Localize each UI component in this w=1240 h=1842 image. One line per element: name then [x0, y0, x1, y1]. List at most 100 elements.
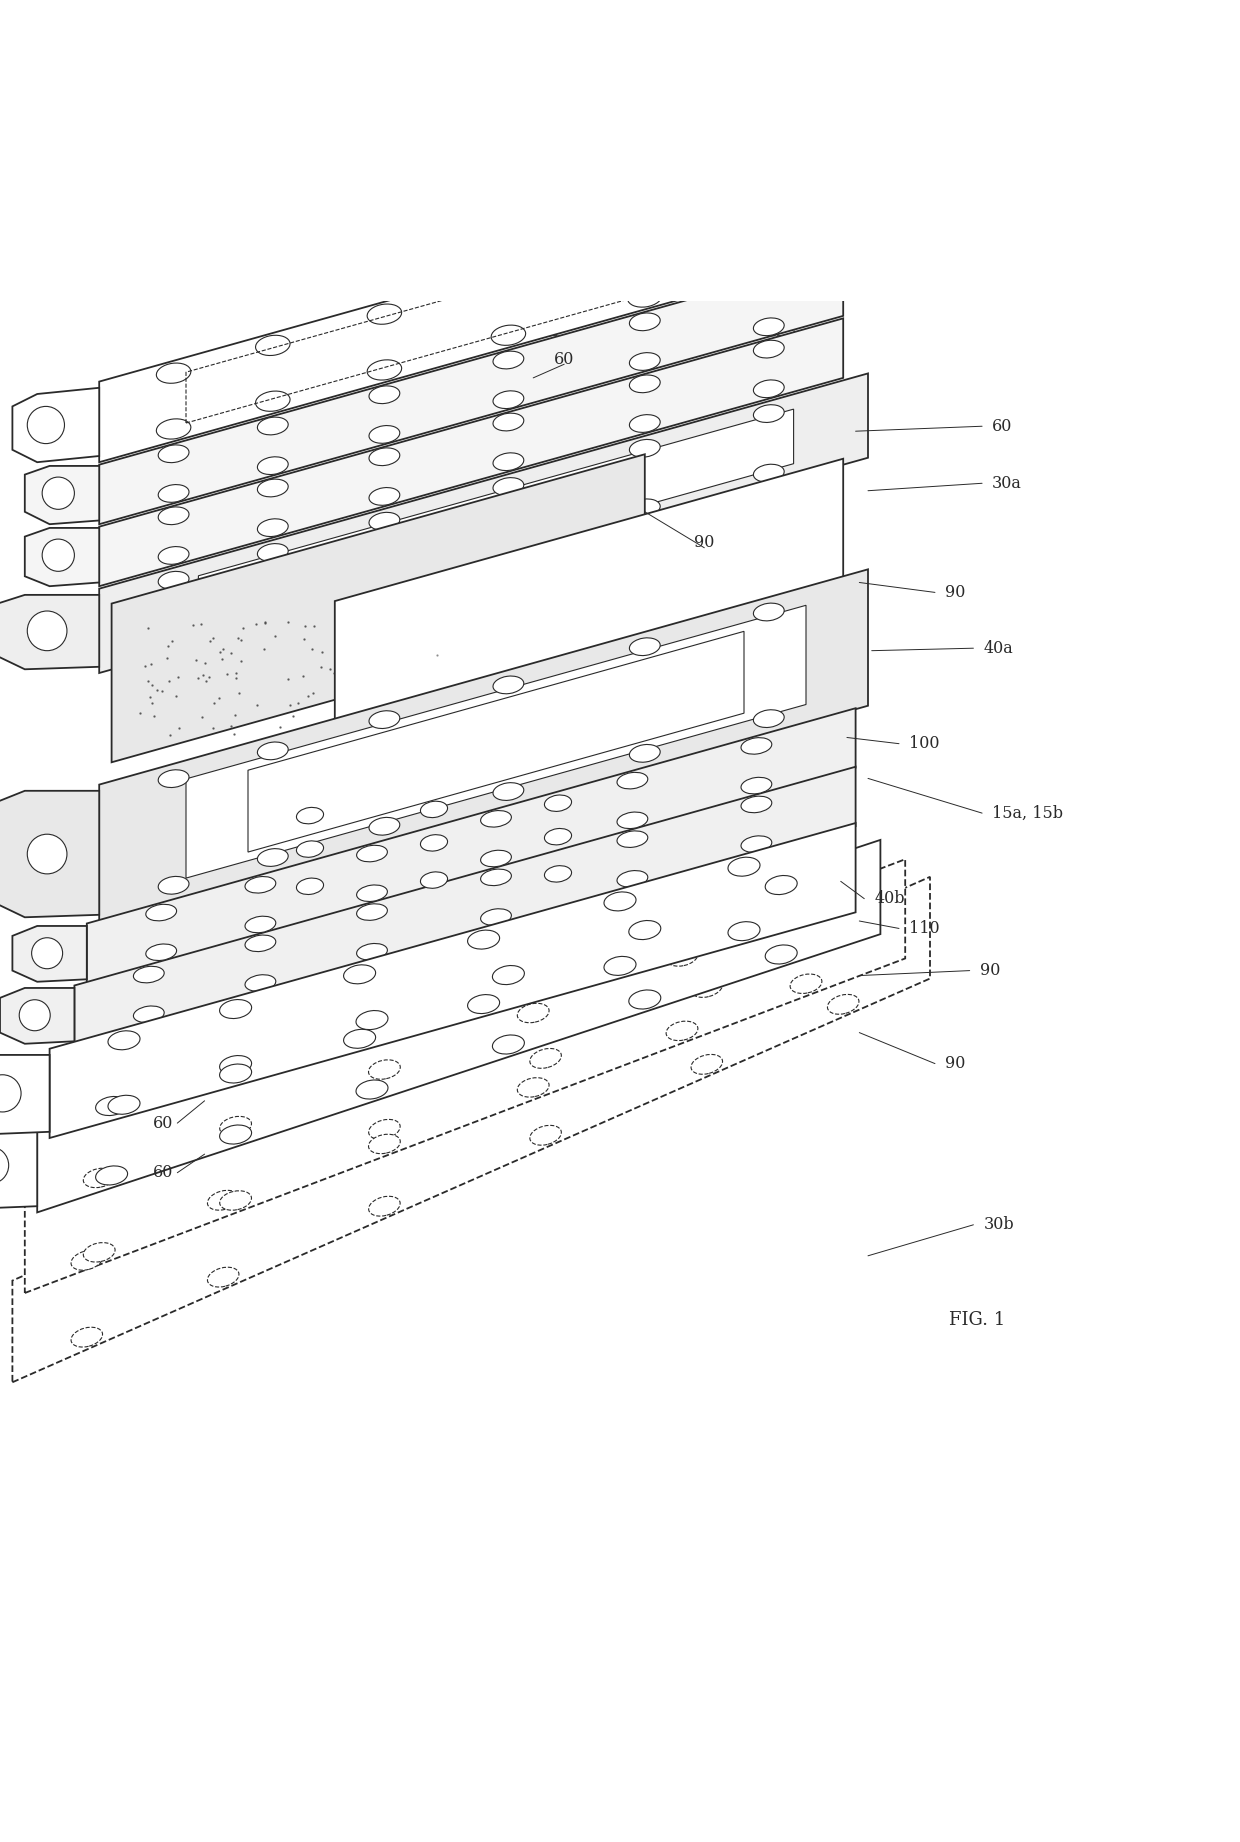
Ellipse shape [159, 632, 188, 648]
Text: 90: 90 [945, 1055, 965, 1072]
Ellipse shape [95, 1166, 128, 1184]
Point [516, 656, 536, 685]
Ellipse shape [529, 1125, 562, 1146]
Polygon shape [99, 256, 843, 525]
Ellipse shape [246, 974, 275, 991]
Ellipse shape [627, 287, 662, 308]
Ellipse shape [481, 810, 511, 827]
Ellipse shape [370, 488, 399, 505]
Ellipse shape [517, 1078, 549, 1098]
Ellipse shape [159, 484, 188, 503]
Polygon shape [12, 389, 99, 462]
Ellipse shape [83, 1243, 115, 1262]
Ellipse shape [604, 956, 636, 976]
Point [210, 637, 229, 667]
Ellipse shape [0, 1074, 21, 1113]
Point [728, 705, 748, 735]
Point [192, 702, 212, 731]
Point [513, 726, 533, 755]
Ellipse shape [367, 304, 402, 324]
Point [624, 683, 644, 713]
Polygon shape [37, 840, 880, 1212]
Ellipse shape [630, 440, 660, 457]
Point [761, 659, 781, 689]
Point [464, 696, 484, 726]
Point [232, 624, 252, 654]
Point [311, 652, 331, 682]
Ellipse shape [296, 842, 324, 857]
Point [278, 665, 298, 694]
Ellipse shape [629, 921, 661, 939]
Point [765, 748, 785, 777]
Point [303, 634, 322, 663]
Point [200, 661, 219, 691]
Point [162, 626, 182, 656]
Text: 90: 90 [945, 584, 965, 600]
Text: 60: 60 [992, 418, 1012, 435]
Ellipse shape [491, 269, 526, 289]
Point [632, 669, 652, 698]
Point [640, 691, 660, 720]
Ellipse shape [666, 1020, 698, 1041]
Ellipse shape [618, 812, 647, 829]
Ellipse shape [219, 1055, 252, 1074]
Ellipse shape [754, 602, 784, 621]
Ellipse shape [368, 1135, 401, 1153]
Point [166, 682, 186, 711]
Ellipse shape [630, 414, 660, 433]
Ellipse shape [356, 1079, 388, 1100]
Point [337, 619, 357, 648]
Text: 60: 60 [154, 1114, 174, 1131]
Ellipse shape [108, 1096, 140, 1114]
Point [432, 746, 451, 775]
Ellipse shape [156, 418, 191, 438]
Point [614, 641, 634, 670]
Ellipse shape [42, 477, 74, 510]
Point [246, 610, 265, 639]
Polygon shape [99, 374, 868, 672]
Ellipse shape [765, 875, 797, 895]
Point [191, 610, 211, 639]
Point [233, 613, 253, 643]
Point [740, 705, 760, 735]
Ellipse shape [494, 477, 523, 495]
Ellipse shape [0, 1148, 9, 1184]
Ellipse shape [742, 777, 771, 794]
Ellipse shape [370, 512, 399, 530]
Point [226, 700, 246, 729]
Point [151, 676, 171, 705]
Point [324, 658, 343, 687]
Ellipse shape [618, 871, 647, 888]
Point [130, 698, 150, 728]
Text: 90: 90 [980, 962, 999, 980]
Point [596, 707, 616, 737]
Point [203, 713, 223, 742]
Point [159, 632, 179, 661]
Point [138, 667, 157, 696]
Ellipse shape [357, 845, 387, 862]
Ellipse shape [258, 519, 288, 536]
Ellipse shape [246, 877, 275, 893]
Point [513, 724, 533, 753]
Point [427, 641, 446, 670]
Ellipse shape [219, 1116, 252, 1137]
Point [575, 722, 595, 752]
Ellipse shape [691, 1054, 723, 1074]
Ellipse shape [370, 571, 399, 589]
Ellipse shape [357, 904, 387, 921]
Point [196, 665, 216, 694]
Text: 60: 60 [154, 1164, 174, 1181]
Ellipse shape [629, 989, 661, 1009]
Point [594, 658, 614, 687]
Point [686, 724, 706, 753]
Text: 40a: 40a [983, 639, 1013, 658]
Ellipse shape [368, 1120, 401, 1138]
Ellipse shape [258, 849, 288, 866]
Text: 60: 60 [554, 350, 574, 368]
Polygon shape [74, 766, 856, 1044]
Ellipse shape [134, 967, 164, 984]
Ellipse shape [368, 1059, 401, 1079]
Ellipse shape [751, 197, 786, 217]
Point [775, 663, 795, 693]
Text: 30a: 30a [992, 475, 1022, 492]
